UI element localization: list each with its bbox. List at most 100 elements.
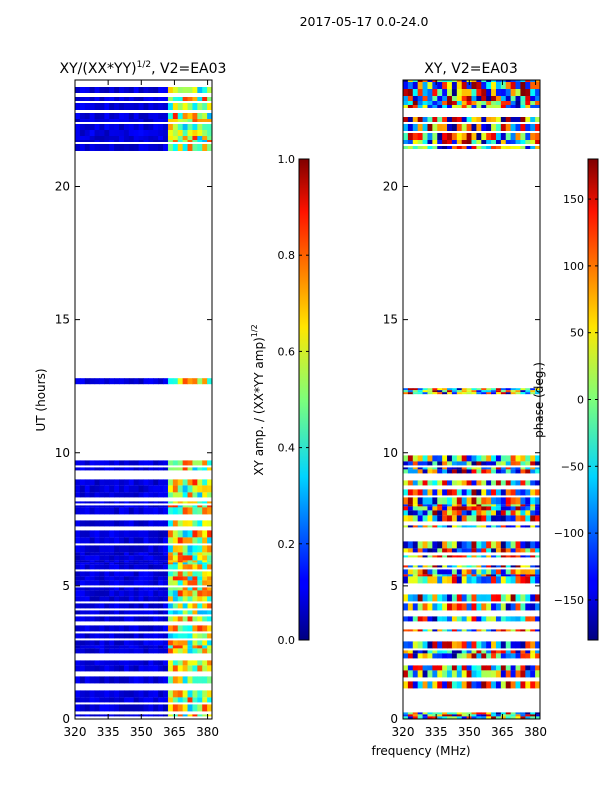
- panel-a-frame: [74, 79, 213, 720]
- heatmap-cell: [451, 569, 458, 575]
- heatmap-cell: [456, 461, 463, 466]
- heatmap-cell: [403, 670, 409, 678]
- heatmap-cell: [128, 144, 135, 151]
- heatmap-cell: [192, 505, 198, 508]
- heatmap-cell: [491, 467, 497, 470]
- heatmap-cell: [427, 641, 433, 649]
- heatmap-cell: [481, 653, 487, 659]
- heatmap-cell: [172, 505, 179, 508]
- x-tick-label: 350: [130, 725, 153, 739]
- heatmap-cell: [138, 378, 145, 385]
- heatmap-cell: [84, 378, 91, 385]
- heatmap-cell: [202, 562, 208, 565]
- heatmap-cell: [412, 555, 419, 558]
- heatmap-cell: [456, 616, 463, 622]
- heatmap-cell: [422, 510, 429, 516]
- heatmap-cell: [427, 467, 433, 470]
- heatmap-cell: [123, 603, 130, 609]
- heatmap-cell: [177, 640, 184, 646]
- heatmap-cell: [172, 616, 179, 622]
- heatmap-cell: [143, 460, 149, 466]
- heatmap-cell: [109, 501, 115, 504]
- heatmap-cell: [163, 378, 169, 385]
- heatmap-cell: [520, 548, 526, 553]
- heatmap-cell: [163, 87, 169, 93]
- heatmap-cell: [422, 515, 429, 522]
- heatmap-cell: [202, 530, 208, 538]
- heatmap-cell: [447, 455, 453, 462]
- heatmap-cell: [437, 392, 443, 395]
- heatmap-cell: [187, 603, 194, 609]
- heatmap-cell: [471, 650, 477, 654]
- heatmap-cell: [412, 467, 419, 470]
- heatmap-cell: [133, 501, 140, 504]
- heatmap-cell: [75, 714, 81, 717]
- heatmap-cell: [148, 704, 154, 712]
- heatmap-cell: [505, 576, 512, 584]
- heatmap-cell: [437, 565, 443, 568]
- heatmap-cell: [79, 633, 86, 639]
- heatmap-cell: [451, 541, 458, 549]
- heatmap-cell: [163, 545, 169, 553]
- heatmap-cell: [104, 479, 110, 486]
- heatmap-cell: [143, 492, 149, 498]
- heatmap-cell: [114, 648, 120, 654]
- heatmap-cell: [407, 714, 414, 717]
- heatmap-cell: [94, 633, 101, 639]
- heatmap-cell: [84, 140, 91, 142]
- heatmap-cell: [114, 564, 120, 570]
- heatmap-cell: [79, 571, 86, 577]
- heatmap-cell: [172, 552, 179, 556]
- heatmap-cell: [407, 541, 414, 549]
- heatmap-cell: [451, 467, 458, 470]
- heatmap-cell: [202, 505, 208, 508]
- heatmap-cell: [207, 97, 212, 101]
- heatmap-cell: [197, 479, 203, 486]
- heatmap-cell: [471, 525, 477, 528]
- heatmap-cell: [79, 501, 86, 504]
- heatmap-cell: [84, 103, 91, 110]
- heatmap-cell: [471, 653, 477, 659]
- colorbar-tick-label: −50: [561, 460, 584, 473]
- heatmap-cell: [133, 560, 140, 563]
- heatmap-cell: [476, 117, 482, 122]
- heatmap-cell: [75, 552, 81, 556]
- heatmap-cell: [417, 712, 424, 715]
- heatmap-cell: [466, 565, 473, 568]
- heatmap-cell: [535, 714, 540, 717]
- heatmap-cell: [535, 461, 540, 466]
- heatmap-cell: [530, 388, 536, 391]
- heatmap-cell: [427, 576, 433, 584]
- heatmap-cell: [491, 525, 497, 528]
- heatmap-cell: [138, 130, 145, 136]
- heatmap-cell: [138, 119, 145, 122]
- heatmap-cell: [481, 89, 487, 96]
- heatmap-cell: [133, 590, 140, 597]
- heatmap-cell: [510, 105, 517, 108]
- heatmap-cell: [202, 587, 208, 591]
- heatmap-cell: [461, 681, 468, 689]
- heatmap-cell: [505, 714, 512, 717]
- heatmap-cell: [89, 633, 96, 639]
- heatmap-cell: [163, 560, 169, 563]
- heatmap-cell: [515, 712, 522, 715]
- heatmap-cell: [495, 146, 502, 149]
- heatmap-cell: [119, 704, 125, 712]
- heatmap-cell: [143, 555, 149, 561]
- heatmap-cell: [79, 660, 86, 666]
- heatmap-cell: [422, 641, 429, 649]
- heatmap-cell: [119, 714, 125, 717]
- heatmap-cell: [447, 574, 453, 577]
- heatmap-cell: [505, 124, 512, 131]
- heatmap-cell: [177, 97, 184, 101]
- heatmap-cell: [505, 117, 512, 122]
- heatmap-cell: [407, 574, 414, 577]
- heatmap-cell: [104, 378, 110, 385]
- heatmap-cell: [456, 555, 463, 558]
- heatmap-cell: [510, 390, 517, 393]
- heatmap-cell: [104, 648, 110, 654]
- heatmap-cell: [461, 653, 468, 659]
- heatmap-cell: [143, 625, 149, 632]
- heatmap-cell: [119, 492, 125, 498]
- heatmap-cell: [192, 87, 198, 93]
